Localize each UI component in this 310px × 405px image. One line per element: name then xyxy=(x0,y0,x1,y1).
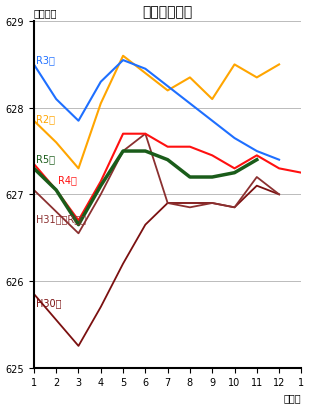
Text: （万人）: （万人） xyxy=(34,9,57,19)
Title: 月別人口推移: 月別人口推移 xyxy=(143,6,193,19)
Text: （月）: （月） xyxy=(284,392,301,402)
Text: R3年: R3年 xyxy=(36,55,55,65)
Text: R2年: R2年 xyxy=(36,114,55,124)
Text: R5年: R5年 xyxy=(36,153,55,164)
Text: H31年・R元年: H31年・R元年 xyxy=(36,214,86,224)
Text: R4年: R4年 xyxy=(58,174,77,184)
Text: H30年: H30年 xyxy=(36,298,61,308)
